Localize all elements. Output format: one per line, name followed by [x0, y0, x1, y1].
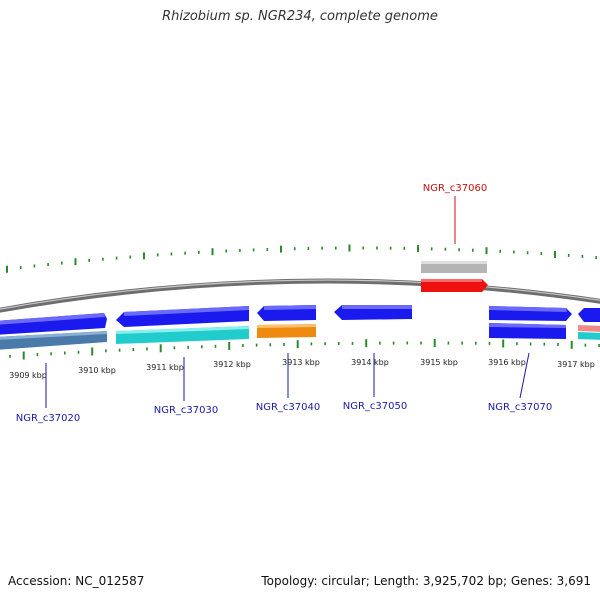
gene-label-NGR_c37050[interactable]: NGR_c37050 [343, 401, 408, 412]
scale-label-3911: 3911 kbp [146, 363, 184, 372]
gene-label-NGR_c37040[interactable]: NGR_c37040 [256, 402, 321, 413]
gene-feature-NGR_c37050[interactable] [334, 305, 412, 320]
gene-feature-NGR_c37020[interactable] [0, 313, 107, 350]
scale-label-3912: 3912 kbp [213, 360, 251, 369]
gene-labels: NGR_c37020 NGR_c37030 NGR_c37040 NGR_c37… [16, 183, 553, 424]
gene-feature-NGR_c37040[interactable] [257, 305, 316, 338]
leader-NGR_c37070 [519, 352, 530, 399]
genome-backbone [0, 278, 600, 313]
gene-label-NGR_c37020[interactable]: NGR_c37020 [16, 413, 81, 424]
gene-feature-next[interactable] [578, 308, 600, 340]
inner-tick-track [9, 339, 600, 360]
scale-label-3916: 3916 kbp [488, 358, 526, 367]
scale-label-3910: 3910 kbp [78, 366, 116, 375]
gene-feature-NGR_c37060[interactable] [421, 261, 488, 292]
scale-label-3914: 3914 kbp [351, 358, 389, 367]
gene-label-NGR_c37030[interactable]: NGR_c37030 [154, 405, 219, 416]
scale-label-3917: 3917 kbp [557, 360, 595, 369]
gene-feature-NGR_c37030[interactable] [116, 306, 249, 344]
scale-labels: 3909 kbp 3910 kbp 3911 kbp 3912 kbp 3913… [9, 358, 595, 380]
gene-label-NGR_c37070[interactable]: NGR_c37070 [488, 402, 553, 413]
gene-label-leaders [45, 196, 530, 408]
scale-label-3909: 3909 kbp [9, 371, 47, 380]
scale-label-3915: 3915 kbp [420, 358, 458, 367]
genome-backbone-highlight [0, 279, 600, 310]
accession-text: Accession: NC_012587 [8, 574, 145, 588]
topology-text: Topology: circular; Length: 3,925,702 bp… [261, 574, 591, 588]
outer-tick-track [6, 244, 597, 273]
scale-label-3913: 3913 kbp [282, 358, 320, 367]
gene-feature-NGR_c37070[interactable] [489, 306, 572, 339]
gene-label-NGR_c37060[interactable]: NGR_c37060 [423, 183, 488, 194]
map-title: Rhizobium sp. NGR234, complete genome [162, 9, 438, 24]
